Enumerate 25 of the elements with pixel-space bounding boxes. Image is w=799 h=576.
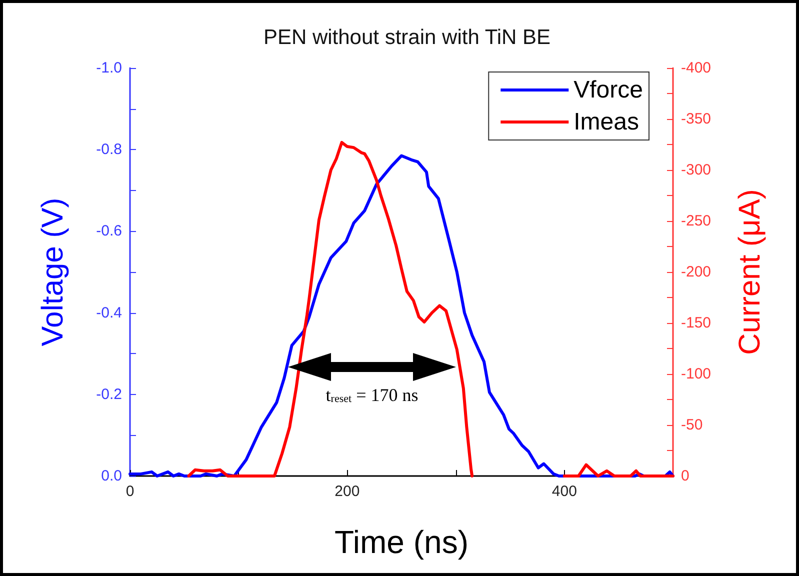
y2-tick-label: -250 xyxy=(681,212,712,230)
y2-tick-label: -100 xyxy=(681,366,712,382)
y-tick-label: -0.6 xyxy=(96,222,122,240)
annotation: treset = 170 ns xyxy=(326,385,418,405)
y2-tick-label: -50 xyxy=(681,416,703,434)
y2-tick-label: 0 xyxy=(681,468,690,484)
y2-tick-label: -150 xyxy=(681,314,712,332)
y2-tick-label: -350 xyxy=(681,110,712,128)
y-tick-label: -0.2 xyxy=(96,386,122,403)
y-axis-title: Voltage (V) xyxy=(36,198,70,346)
y-tick-label: 0.0 xyxy=(101,468,122,484)
y-tick-label: -0.8 xyxy=(96,141,122,158)
y-tick-label: -0.4 xyxy=(96,304,122,322)
y2-axis-title: Current (μA) xyxy=(734,189,766,355)
y2-tick-label: -200 xyxy=(681,264,712,280)
x-tick-label: 200 xyxy=(334,483,360,500)
y2-tick-label: -400 xyxy=(681,60,712,76)
legend-label: Vforce xyxy=(574,76,644,104)
chart-title: PEN without strain with TiN BE xyxy=(263,26,551,49)
legend-label: Imeas xyxy=(574,108,639,136)
x-axis-title: Time (ns) xyxy=(334,524,468,560)
x-tick-label: 0 xyxy=(126,483,134,500)
x-tick-label: 400 xyxy=(552,483,577,500)
y2-tick-label: -300 xyxy=(681,162,712,178)
y-tick-label: -1.0 xyxy=(96,60,122,76)
